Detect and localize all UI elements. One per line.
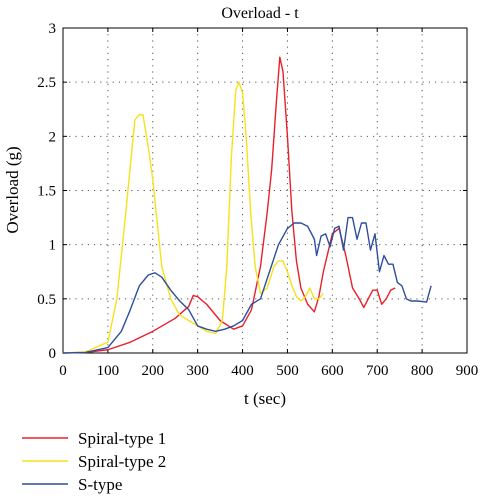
grid-lines [63, 28, 467, 353]
legend: Spiral-type 1 Spiral-type 2 S-type [22, 429, 166, 494]
y-tick-label: 0 [49, 346, 57, 362]
plot-frame [62, 27, 468, 354]
x-tick-label: 500 [276, 363, 299, 379]
y-tick-label: 2 [49, 129, 57, 145]
series-line-3 [62, 216, 432, 354]
y-tick-label: 1.5 [37, 184, 56, 200]
chart-title: Overload - t [221, 5, 299, 22]
legend-label-1: Spiral-type 1 [78, 429, 166, 448]
x-tick-label: 200 [142, 363, 165, 379]
x-tick-label: 800 [411, 363, 434, 379]
y-tick-label: 2.5 [37, 75, 56, 91]
x-tick-label: 700 [366, 363, 389, 379]
x-tick-label: 100 [97, 363, 120, 379]
x-tick-label: 0 [59, 363, 67, 379]
y-axis-label: Overload (g) [3, 146, 22, 233]
series-lines [62, 56, 432, 354]
y-tick-label: 3 [49, 21, 57, 37]
y-tick-label: 1 [49, 238, 57, 254]
axis-ticks: 0 100 200 300 400 500 600 700 800 900 0 0.5 1 1.5 2 2.5… [37, 21, 478, 379]
x-tick-label: 300 [186, 363, 209, 379]
x-tick-label: 900 [456, 363, 479, 379]
x-axis-label: t (sec) [244, 389, 286, 408]
series-line-2 [62, 81, 324, 354]
x-tick-label: 600 [321, 363, 344, 379]
x-tick-label: 400 [231, 363, 254, 379]
legend-label-2: Spiral-type 2 [78, 452, 166, 471]
y-tick-label: 0.5 [37, 292, 56, 308]
series-line-1 [62, 56, 396, 354]
legend-label-3: S-type [78, 475, 122, 494]
